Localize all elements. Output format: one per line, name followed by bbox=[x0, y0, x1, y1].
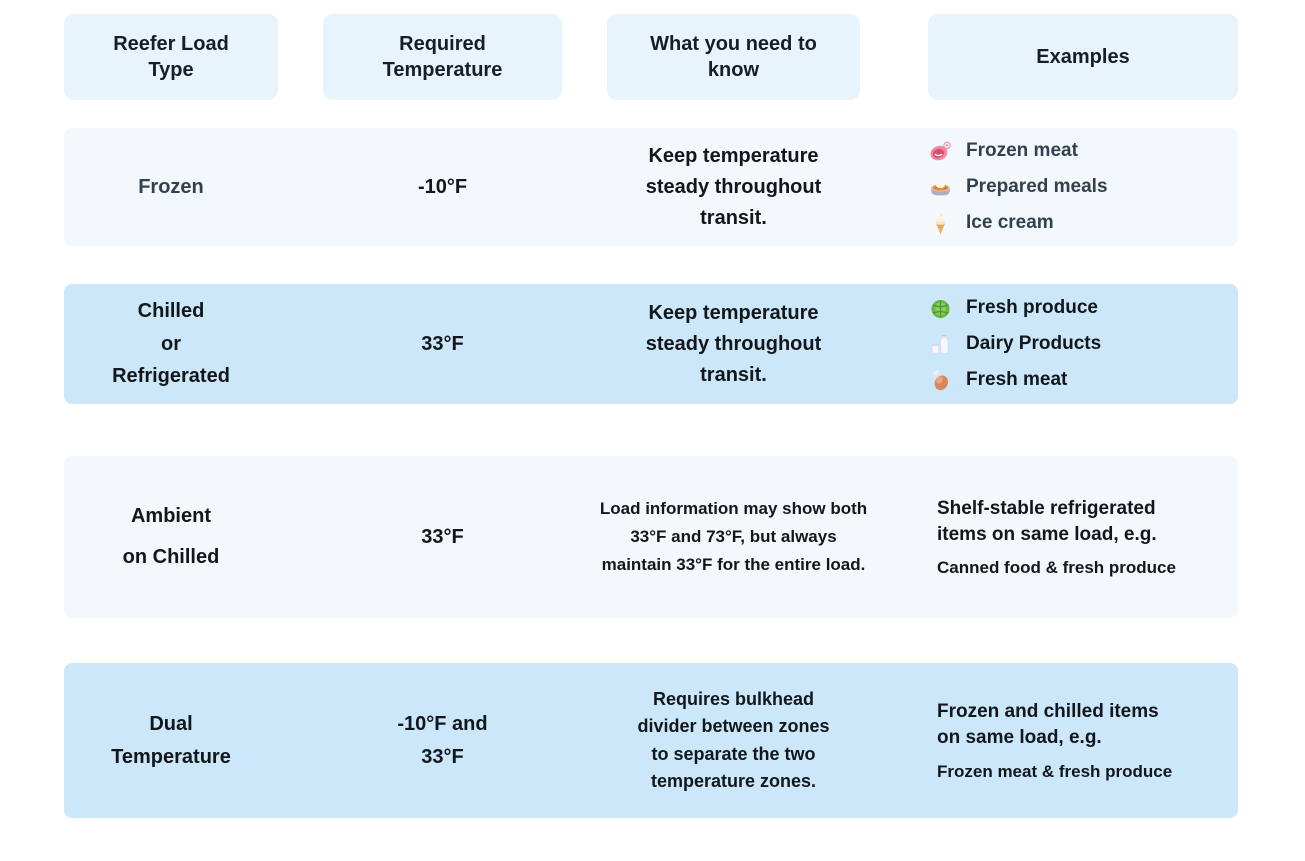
know-cell: Keep temperature steady throughout trans… bbox=[645, 144, 822, 229]
know-cell: Requires bulkhead divider between zones … bbox=[637, 688, 830, 791]
examples-cell: Shelf-stable refrigerated items on same … bbox=[928, 496, 1238, 578]
table-row-chilled-or-refrigerated: Chilled or Refrigerated 33°F Keep temper… bbox=[64, 284, 1238, 404]
examples-cell: Frozen and chilled items on same load, e… bbox=[928, 699, 1238, 781]
example-item: Dairy Products bbox=[928, 326, 1238, 362]
table-row-dual-temperature: Dual Temperature -10°F and 33°F Requires… bbox=[64, 663, 1238, 818]
know-cell: Keep temperature steady throughout trans… bbox=[645, 301, 822, 386]
example-label: Frozen meat bbox=[966, 140, 1078, 161]
examples-sub-text: Canned food & fresh produce bbox=[937, 558, 1176, 578]
temperature-cell: 33°F bbox=[421, 525, 464, 548]
temperature-cell: -10°F bbox=[417, 175, 468, 198]
load-type-cell: Chilled or Refrigerated bbox=[112, 300, 230, 388]
prepared-meals-icon bbox=[928, 175, 953, 200]
load-type-cell: Ambient on Chilled bbox=[122, 505, 220, 568]
example-item: Prepared meals bbox=[928, 169, 1238, 205]
example-item: Frozen meat bbox=[928, 133, 1238, 169]
examples-main-text: Shelf-stable refrigerated items on same … bbox=[937, 497, 1157, 545]
load-type-cell: Frozen bbox=[138, 175, 204, 198]
example-label: Fresh produce bbox=[966, 297, 1098, 318]
example-item: Fresh produce bbox=[928, 290, 1238, 326]
examples-cell: Frozen meat Prepared meals Ice cream bbox=[928, 133, 1238, 241]
example-label: Fresh meat bbox=[966, 369, 1068, 390]
load-type-cell: Dual Temperature bbox=[111, 713, 231, 768]
temperature-cell: 33°F bbox=[421, 332, 464, 355]
column-header-required-temperature: Required Temperature bbox=[323, 14, 562, 100]
ice-cream-icon bbox=[928, 211, 953, 236]
examples-cell: Fresh produce Dairy Products Fresh meat bbox=[928, 290, 1238, 398]
table-header-row: Reefer Load Type Required Temperature Wh… bbox=[64, 14, 1238, 100]
examples-list: Frozen meat Prepared meals Ice cream bbox=[928, 133, 1238, 241]
dairy-products-icon bbox=[928, 332, 953, 357]
column-header-load-type: Reefer Load Type bbox=[64, 14, 278, 100]
examples-list: Fresh produce Dairy Products Fresh meat bbox=[928, 290, 1238, 398]
column-header-examples: Examples bbox=[928, 14, 1238, 100]
column-header-what-you-need-to-know: What you need to know bbox=[607, 14, 860, 100]
examples-main-text: Frozen and chilled items on same load, e… bbox=[937, 701, 1159, 748]
example-item: Fresh meat bbox=[928, 362, 1238, 398]
examples-sub-text: Frozen meat & fresh produce bbox=[937, 761, 1173, 781]
example-label: Prepared meals bbox=[966, 176, 1108, 197]
reefer-load-table: Reefer Load Type Required Temperature Wh… bbox=[64, 14, 1238, 818]
table-row-frozen: Frozen -10°F Keep temperature steady thr… bbox=[64, 128, 1238, 246]
temperature-cell: -10°F and 33°F bbox=[397, 713, 488, 768]
example-item: Ice cream bbox=[928, 205, 1238, 241]
fresh-produce-icon bbox=[928, 296, 953, 321]
frozen-meat-icon bbox=[928, 139, 953, 164]
fresh-meat-icon bbox=[928, 368, 953, 393]
know-cell: Load information may show both 33°F and … bbox=[599, 498, 868, 575]
table-row-ambient-on-chilled: Ambient on Chilled 33°F Load information… bbox=[64, 456, 1238, 618]
example-label: Dairy Products bbox=[966, 333, 1102, 354]
example-label: Ice cream bbox=[966, 212, 1054, 233]
